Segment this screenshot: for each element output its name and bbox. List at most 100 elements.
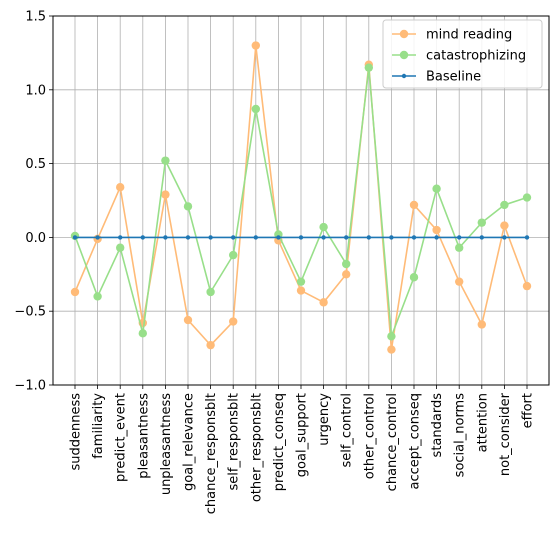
data-point [183,202,193,211]
data-point [118,235,123,240]
data-point [231,235,236,240]
y-tick-label: −1.0 [14,379,46,394]
data-point [477,218,486,227]
x-tick-label: social_norms [453,393,468,478]
series-catastrophizing [70,63,532,341]
data-point [229,250,238,260]
y-tick-label: 1.0 [25,83,46,98]
data-point [229,317,238,326]
legend-label: mind reading [426,28,512,43]
legend-label: catastrophizing [426,49,526,64]
data-point [208,235,213,240]
data-point [251,41,260,50]
data-point [163,235,168,240]
x-tick-label: predict_conseq [272,393,287,491]
x-tick-label: unpleasantness [159,393,174,495]
data-point [409,273,419,282]
x-tick-label: other_responsblt [249,393,264,502]
legend-marker [401,73,407,79]
x-tick-label: other_control [362,393,377,479]
legend-item: mind reading [392,28,512,43]
x-tick-label: suddenness [69,393,84,471]
x-tick-label: effort [521,393,536,428]
data-point [387,332,396,341]
data-point [500,221,509,230]
data-point [502,235,507,240]
data-point [116,243,125,252]
data-point [206,340,215,350]
x-tick-label: self_control [340,393,355,468]
data-point [411,235,417,240]
data-point [457,235,462,240]
data-point [274,230,283,239]
data-point [387,345,396,354]
x-tick-label: goal_relevance [182,393,197,491]
data-point [276,235,281,240]
data-point [455,277,464,286]
data-point [138,329,147,338]
y-tick-label: 0.5 [25,157,46,172]
data-point [298,235,304,240]
data-point [161,190,170,199]
legend: mind reading catastrophizing Baseline [382,19,543,89]
data-point [319,298,328,307]
data-point [432,184,441,193]
data-point [321,235,326,240]
axes: −1.0 −0.5 0.0 0.5 1.0 1.5 suddenness familiarit… [14,10,535,515]
data-point [366,235,371,240]
legend-box [382,19,543,89]
data-point [432,225,441,235]
y-tick-label: −0.5 [14,305,46,320]
data-point [70,287,80,297]
data-point [434,235,439,240]
legend-item: Baseline [392,70,481,85]
x-tick-label: chance_control [385,393,400,491]
data-point [253,235,258,240]
data-point [389,235,394,240]
x-tick-label: goal_support [295,393,310,477]
data-point [161,156,170,165]
data-point [296,277,306,286]
data-point [342,259,351,269]
y-tick-label: 1.5 [25,10,46,25]
data-point [183,315,193,325]
data-point [522,193,532,202]
data-point [296,286,306,295]
data-point [364,63,373,72]
data-point [95,235,100,240]
data-point [319,222,328,232]
legend-marker [399,29,409,39]
data-point [185,235,191,240]
data-point [93,292,102,301]
x-tick-label: accept_conseq [408,393,423,489]
x-tick-label: standards [430,393,445,458]
x-tick-label: predict_event [114,393,129,482]
x-tick-label: self_responsblt [227,393,242,490]
x-tick-label: urgency [317,393,332,446]
data-point [522,281,532,291]
x-tick-label: not_consider [498,392,513,476]
data-point [409,200,419,210]
legend-marker [399,50,409,60]
data-point [116,183,125,192]
data-point [344,235,349,240]
data-point [524,235,530,240]
y-tick-label: 0.0 [25,231,46,246]
series-layer [70,41,532,354]
data-point [251,104,260,114]
data-point [342,270,351,279]
legend-label: Baseline [426,70,481,85]
data-point [500,200,509,210]
x-tick-label: chance_responsblt [204,393,219,514]
data-point [479,235,484,240]
data-point [140,235,145,240]
data-point [477,320,486,329]
x-tick-label: attention [475,393,490,452]
series-baseline [72,235,530,240]
data-point [72,235,78,240]
legend-item: catastrophizing [392,49,526,64]
data-point [206,287,215,297]
